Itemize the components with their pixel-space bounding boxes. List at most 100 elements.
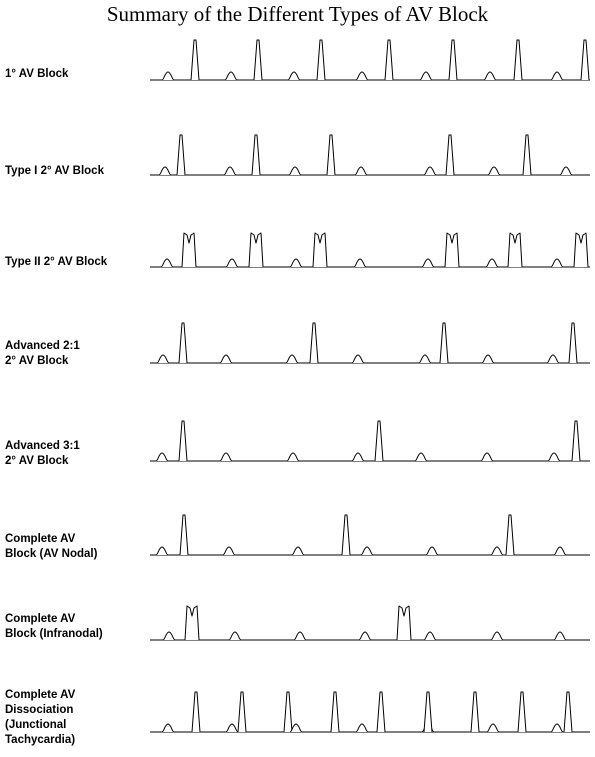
qrs-complex <box>568 322 578 364</box>
ecg-strip-complete-infranodal <box>150 605 590 641</box>
p-wave <box>423 631 437 641</box>
p-wave <box>419 71 433 81</box>
qrs-complex <box>237 691 247 733</box>
row-label-line: Advanced 2:1 <box>5 340 80 352</box>
wide-qrs-complex <box>507 232 523 268</box>
p-wave <box>490 631 504 641</box>
p-wave <box>481 354 495 364</box>
p-wave <box>160 258 174 268</box>
p-wave <box>289 258 303 268</box>
p-wave <box>225 723 239 733</box>
qrs-complex <box>563 691 573 733</box>
qrs-complex <box>176 134 186 176</box>
ecg-strip-type-1-second-degree <box>150 134 590 176</box>
p-wave <box>547 452 561 462</box>
p-wave <box>155 546 169 556</box>
row-label-type-2-second-degree: Type II 2° AV Block <box>5 255 107 270</box>
p-wave <box>550 258 564 268</box>
qrs-complex <box>330 691 340 733</box>
ecg-strip-advanced-2-1 <box>150 322 590 364</box>
p-wave <box>358 631 372 641</box>
p-wave <box>155 452 169 462</box>
row-label-first-degree: 1° AV Block <box>5 67 68 82</box>
wide-qrs-complex <box>248 232 264 268</box>
row-label-line: 1° AV Block <box>5 68 69 80</box>
p-wave <box>553 546 567 556</box>
p-wave <box>287 71 301 81</box>
qrs-complex <box>571 420 581 462</box>
row-label-line: (Junctional <box>5 719 67 731</box>
qrs-complex <box>448 39 458 81</box>
row-label-line: Complete AV <box>5 613 76 625</box>
row-label-line: Complete AV <box>5 533 76 545</box>
qrs-complex <box>309 322 319 364</box>
qrs-complex <box>178 322 188 364</box>
row-label-advanced-2-1: Advanced 2:1 2° AV Block <box>5 339 80 369</box>
wide-qrs-complex <box>444 232 460 268</box>
p-wave <box>550 723 564 733</box>
qrs-complex <box>384 39 394 81</box>
wide-qrs-complex <box>396 605 412 641</box>
qrs-complex <box>316 39 326 81</box>
row-label-line: 2° AV Block <box>5 355 69 367</box>
p-wave <box>418 354 432 364</box>
qrs-complex <box>326 134 336 176</box>
row-label-complete-av-nodal: Complete AV Block (AV Nodal) <box>5 532 97 562</box>
p-wave <box>351 452 365 462</box>
p-wave <box>161 71 175 81</box>
p-wave <box>293 631 307 641</box>
qrs-complex <box>517 691 527 733</box>
p-wave <box>161 723 175 733</box>
p-wave <box>423 166 437 176</box>
row-label-complete-infranodal: Complete AV Block (Infranodal) <box>5 612 103 642</box>
p-wave <box>351 354 365 364</box>
qrs-complex <box>470 691 480 733</box>
ecg-strip-first-degree <box>150 39 590 81</box>
p-wave <box>286 452 300 462</box>
p-wave <box>156 354 170 364</box>
qrs-complex <box>513 39 523 81</box>
p-wave <box>425 546 439 556</box>
row-label-line: Block (Infranodal) <box>5 628 103 640</box>
p-wave <box>485 258 499 268</box>
p-wave <box>219 354 233 364</box>
p-wave <box>355 71 369 81</box>
p-wave <box>490 546 504 556</box>
p-wave <box>222 546 236 556</box>
p-wave <box>158 166 172 176</box>
wide-qrs-complex <box>573 232 589 268</box>
p-wave <box>353 258 367 268</box>
qrs-complex <box>376 691 386 733</box>
row-label-line: Tachycardia) <box>5 734 76 746</box>
wide-qrs-complex <box>312 232 328 268</box>
page-title: Summary of the Different Types of AV Blo… <box>106 2 489 26</box>
row-label-line: 2° AV Block <box>5 455 69 467</box>
wide-qrs-complex <box>181 232 197 268</box>
qrs-complex <box>251 134 261 176</box>
qrs-complex <box>283 691 293 733</box>
qrs-complex <box>423 691 433 733</box>
ecg-strip-complete-av-nodal <box>150 514 590 556</box>
p-wave <box>289 723 303 733</box>
qrs-complex <box>190 39 200 81</box>
p-wave <box>224 71 238 81</box>
p-wave <box>288 166 302 176</box>
p-wave <box>228 631 242 641</box>
row-label-line: Dissociation <box>5 704 74 716</box>
qrs-complex <box>374 420 384 462</box>
row-label-line: Type I 2° AV Block <box>5 165 104 177</box>
p-wave <box>223 166 237 176</box>
p-wave <box>291 546 305 556</box>
row-label-type-1-second-degree: Type I 2° AV Block <box>5 164 104 179</box>
row-label-line: Advanced 3:1 <box>5 440 80 452</box>
ecg-strip-type-2-second-degree <box>150 232 590 268</box>
p-wave <box>550 71 564 81</box>
p-wave <box>360 546 374 556</box>
qrs-complex <box>445 134 455 176</box>
p-wave <box>480 452 494 462</box>
p-wave <box>355 723 369 733</box>
ecg-strip-complete-dissociation <box>150 691 590 733</box>
row-label-line: Block (AV Nodal) <box>5 548 98 560</box>
qrs-complex <box>178 420 188 462</box>
row-label-line: Type II 2° AV Block <box>5 256 108 268</box>
